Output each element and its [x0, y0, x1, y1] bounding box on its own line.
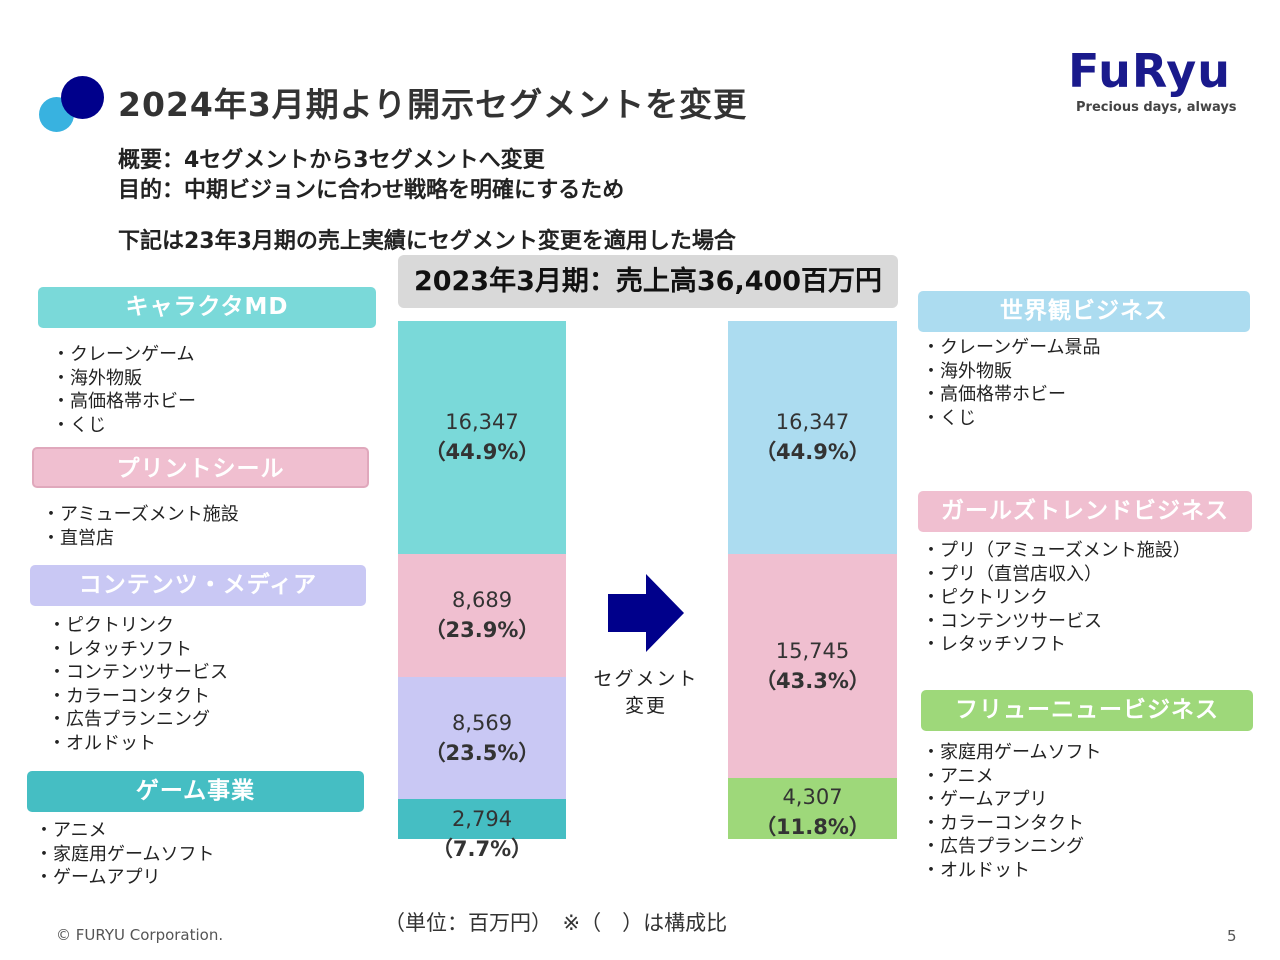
bar-value-label: 2,794 [451, 807, 513, 832]
left-segment-items: ・アミューズメント施設 ・直営店 [42, 503, 239, 550]
left-segment-header: キャラクタMD [38, 287, 376, 328]
bar-segment: 2,794 （7.7%） [398, 799, 566, 861]
bar-percent-label: （44.9%） [755, 440, 870, 465]
segment-item: ・家庭用ゲームソフト [35, 843, 215, 865]
right-segment-header: 世界観ビジネス [918, 291, 1250, 332]
bar-segment: 4,307 （11.8%） [728, 777, 897, 839]
chart-header: 2023年3月期：売上高36,400百万円 [398, 255, 898, 308]
bar-segment: 15,745 （43.3%） [728, 553, 897, 778]
arrow-label-line2: 変更 [624, 695, 667, 717]
segment-item: ・広告プランニング [48, 709, 210, 730]
bar-value-label: 8,569 [451, 711, 513, 736]
bar-segment: 16,347 （44.9%） [398, 321, 566, 554]
segment-item: ・アニメ [35, 820, 107, 841]
segment-item: ・アミューズメント施設 [42, 504, 239, 525]
bar-percent-label: （23.9%） [424, 618, 540, 643]
segment-item: ・ピクトリンク [922, 587, 1048, 608]
bar-percent-label: （44.9%） [424, 440, 540, 465]
segment-item: ・ゲームアプリ [922, 789, 1048, 810]
right-segment-header: フリューニュービジネス [921, 690, 1253, 731]
segment-item: ・プリ（直営店収入） [922, 563, 1102, 585]
segment-item: ・カラーコンタクト [48, 685, 210, 707]
summary-text: 概要：4セグメントから3セグメントへ変更 [118, 148, 545, 173]
furyu-logo: FuRyu [1068, 44, 1231, 98]
purpose-text: 目的：中期ビジョンに合わせ戦略を明確にするため [118, 178, 625, 203]
segment-item: ・直営店 [42, 527, 114, 549]
left-segment-items: ・アニメ ・家庭用ゲームソフト ・ゲームアプリ [35, 819, 214, 890]
arrow-label: セグメント 変更 [592, 666, 700, 720]
bar-segment: 16,347 （44.9%） [728, 321, 897, 554]
segment-item: ・レタッチソフト [48, 638, 192, 660]
left-segment-items: ・クレーンゲーム ・海外物販 ・高価格帯ホビー ・くじ [52, 343, 196, 437]
segment-item: ・クレーンゲーム景品 [922, 337, 1101, 358]
segment-item: ・プリ（アミューズメント施設） [922, 540, 1191, 561]
right-segment-header: ガールズトレンドビジネス [918, 491, 1252, 532]
bar-value-label: 8,689 [451, 588, 513, 613]
note-text: 下記は23年3月期の売上実績にセグメント変更を適用した場合 [118, 229, 736, 254]
bar-value-label: 16,347 [445, 410, 519, 435]
arrow-right-icon [608, 574, 684, 652]
right-segment-items: ・クレーンゲーム景品 ・海外物販 ・高価格帯ホビー ・くじ [922, 336, 1101, 430]
right-segment-items: ・プリ（アミューズメント施設） ・プリ（直営店収入） ・ピクトリンク ・コンテンツサー… [922, 539, 1191, 657]
segment-item: ・くじ [922, 407, 976, 429]
segment-item: ・ゲームアプリ [35, 867, 161, 888]
copyright: © FURYU Corporation. [56, 926, 224, 944]
bar-segment: 8,569 （23.5%） [398, 677, 566, 800]
segment-item: ・海外物販 [52, 367, 142, 389]
segment-item: ・くじ [52, 414, 106, 436]
segment-item: ・高価格帯ホビー [52, 391, 196, 412]
arrow-label-line1: セグメント [593, 668, 699, 690]
segment-item: ・コンテンツサービス [922, 610, 1102, 632]
segment-item: ・クレーンゲーム [52, 344, 195, 365]
bar-value-label: 4,307 [782, 784, 843, 809]
page-number: 5 [1227, 927, 1237, 945]
segment-item: ・カラーコンタクト [922, 812, 1084, 834]
bar-segment: 8,689 （23.9%） [398, 553, 566, 678]
right-segment-items: ・家庭用ゲームソフト ・アニメ ・ゲームアプリ ・カラーコンタクト ・広告プランニング・… [922, 741, 1101, 882]
bar-value-label: 15,745 [775, 638, 850, 663]
unit-note: （単位：百万円） ※（ ）は構成比 [384, 911, 728, 935]
segment-item: ・高価格帯ホビー [922, 384, 1066, 405]
segment-item: ・広告プランニング [922, 836, 1084, 857]
segment-item: ・コンテンツサービス [48, 662, 228, 683]
segment-item: ・オルドット [922, 859, 1030, 881]
left-segment-header: コンテンツ・メディア [30, 565, 366, 606]
bar-percent-label: （7.7%） [431, 837, 533, 862]
segment-item: ・海外物販 [922, 360, 1012, 382]
segment-item: ・レタッチソフト [922, 634, 1066, 655]
logo-tagline: Precious days, always [1076, 100, 1237, 115]
bar-percent-label: （23.5%） [424, 741, 540, 766]
bar-percent-label: （43.3%） [755, 668, 870, 693]
bar-percent-label: （11.8%） [755, 814, 870, 839]
bar-value-label: 16,347 [775, 410, 850, 435]
left-segment-header: ゲーム事業 [27, 771, 364, 812]
page-title: 2024年3月期より開示セグメントを変更 [118, 85, 748, 124]
left-segment-items: ・ピクトリンク ・レタッチソフト ・コンテンツサービス ・カラーコンタクト ・広告プラン… [48, 614, 228, 755]
segment-item: ・ピクトリンク [48, 615, 174, 636]
decor-circle-dark [61, 76, 104, 119]
left-segment-header: プリントシール [32, 447, 369, 488]
segment-item: ・オルドット [48, 732, 156, 754]
segment-item: ・家庭用ゲームソフト [922, 742, 1102, 763]
segment-item: ・アニメ [922, 765, 994, 787]
